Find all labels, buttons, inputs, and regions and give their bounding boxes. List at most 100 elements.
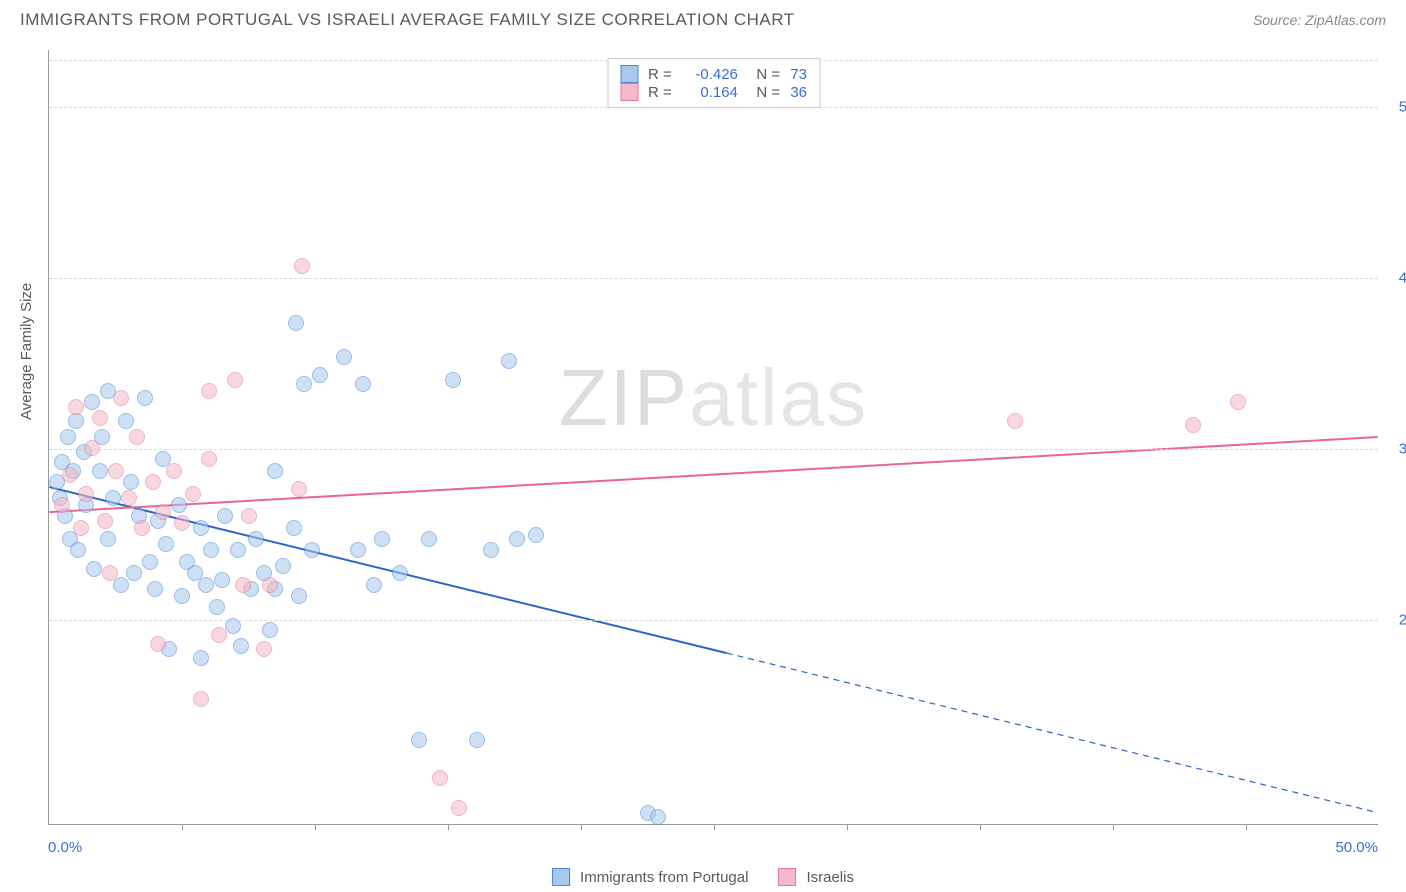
- legend-n-label: N =: [744, 66, 784, 83]
- data-point: [68, 413, 84, 429]
- legend-n-label: N =: [744, 84, 784, 101]
- legend-swatch: [620, 65, 638, 83]
- legend-r-value: -0.426: [682, 66, 738, 83]
- data-point: [92, 410, 108, 426]
- data-point: [134, 520, 150, 536]
- data-point: [256, 641, 272, 657]
- chart-plot-area: ZIPatlas R = -0.426 N = 73R = 0.164 N = …: [48, 50, 1378, 825]
- data-point: [73, 520, 89, 536]
- legend-swatch: [778, 868, 796, 886]
- data-point: [201, 451, 217, 467]
- legend-row: R = -0.426 N = 73: [620, 65, 807, 83]
- data-point: [1185, 417, 1201, 433]
- x-tick: [182, 824, 183, 830]
- watermark-thin: atlas: [689, 353, 868, 442]
- data-point: [214, 572, 230, 588]
- legend-n-value: 36: [790, 84, 807, 101]
- data-point: [145, 474, 161, 490]
- data-point: [193, 520, 209, 536]
- trend-lines-layer: [49, 50, 1378, 824]
- x-tick: [581, 824, 582, 830]
- data-point: [84, 440, 100, 456]
- data-point: [78, 486, 94, 502]
- legend-item: Immigrants from Portugal: [552, 868, 748, 886]
- data-point: [97, 513, 113, 529]
- x-tick: [315, 824, 316, 830]
- legend-item: Israelis: [778, 868, 854, 886]
- data-point: [60, 429, 76, 445]
- data-point: [121, 490, 137, 506]
- data-point: [54, 497, 70, 513]
- legend-swatch: [552, 868, 570, 886]
- data-point: [312, 367, 328, 383]
- data-point: [68, 399, 84, 415]
- data-point: [392, 565, 408, 581]
- data-point: [509, 531, 525, 547]
- data-point: [294, 258, 310, 274]
- legend-r-label: R =: [648, 84, 676, 101]
- data-point: [451, 800, 467, 816]
- legend-r-label: R =: [648, 66, 676, 83]
- data-point: [92, 463, 108, 479]
- data-point: [469, 732, 485, 748]
- x-axis-max-label: 50.0%: [1335, 839, 1378, 856]
- legend-series-name: Israelis: [806, 869, 854, 886]
- data-point: [421, 531, 437, 547]
- data-point: [286, 520, 302, 536]
- data-point: [262, 577, 278, 593]
- data-point: [355, 376, 371, 392]
- data-point: [193, 691, 209, 707]
- data-point: [374, 531, 390, 547]
- legend-r-value: 0.164: [682, 84, 738, 101]
- gridline: [49, 278, 1378, 279]
- data-point: [118, 413, 134, 429]
- data-point: [366, 577, 382, 593]
- data-point: [411, 732, 427, 748]
- data-point: [147, 581, 163, 597]
- data-point: [150, 636, 166, 652]
- data-point: [203, 542, 219, 558]
- y-tick-label: 2.75: [1383, 611, 1406, 628]
- gridline: [49, 620, 1378, 621]
- trend-line-solid: [49, 487, 726, 653]
- data-point: [291, 588, 307, 604]
- legend-series-name: Immigrants from Portugal: [580, 869, 748, 886]
- data-point: [528, 527, 544, 543]
- data-point: [248, 531, 264, 547]
- data-point: [350, 542, 366, 558]
- data-point: [235, 577, 251, 593]
- data-point: [296, 376, 312, 392]
- data-point: [1230, 394, 1246, 410]
- data-point: [129, 429, 145, 445]
- x-tick: [1113, 824, 1114, 830]
- data-point: [108, 463, 124, 479]
- gridline: [49, 449, 1378, 450]
- data-point: [193, 650, 209, 666]
- data-point: [142, 554, 158, 570]
- legend-swatch: [620, 83, 638, 101]
- data-point: [650, 809, 666, 825]
- y-axis-title: Average Family Size: [18, 283, 35, 420]
- data-point: [275, 558, 291, 574]
- legend-row: R = 0.164 N = 36: [620, 83, 807, 101]
- chart-title: IMMIGRANTS FROM PORTUGAL VS ISRAELI AVER…: [20, 10, 795, 30]
- x-tick: [714, 824, 715, 830]
- watermark-bold: ZIP: [559, 353, 689, 442]
- data-point: [174, 588, 190, 604]
- data-point: [174, 515, 190, 531]
- y-tick-label: 4.25: [1383, 269, 1406, 286]
- watermark: ZIPatlas: [559, 352, 868, 444]
- data-point: [86, 561, 102, 577]
- data-point: [262, 622, 278, 638]
- data-point: [241, 508, 257, 524]
- data-point: [267, 463, 283, 479]
- data-point: [233, 638, 249, 654]
- data-point: [432, 770, 448, 786]
- data-point: [126, 565, 142, 581]
- data-point: [185, 486, 201, 502]
- data-point: [62, 467, 78, 483]
- data-point: [445, 372, 461, 388]
- data-point: [166, 463, 182, 479]
- x-tick: [1246, 824, 1247, 830]
- data-point: [291, 481, 307, 497]
